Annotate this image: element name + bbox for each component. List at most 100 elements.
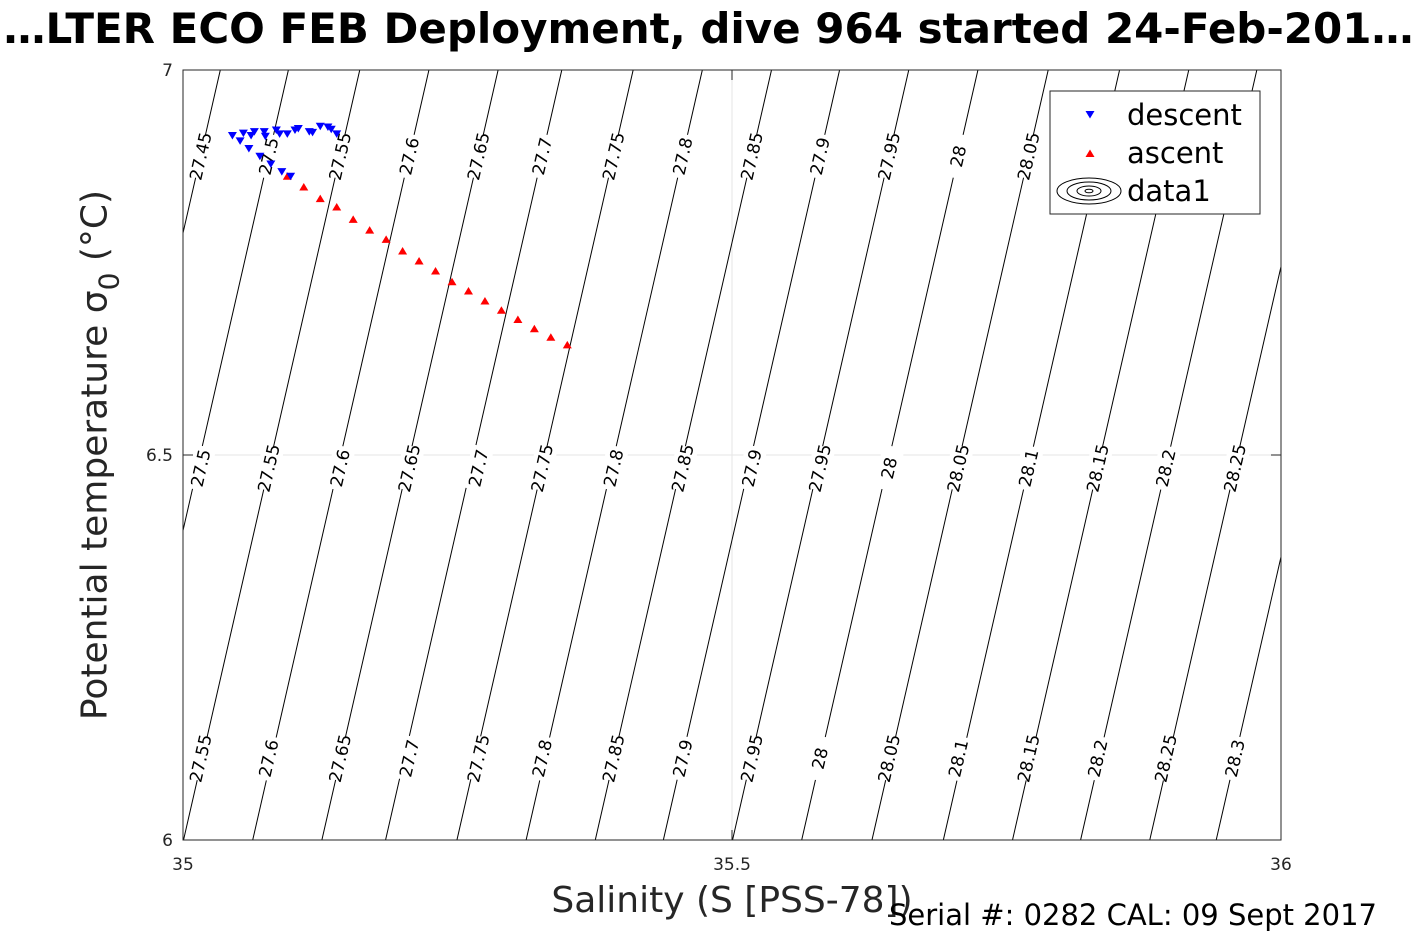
ascent-point — [332, 203, 342, 211]
descent-point — [227, 131, 237, 140]
isopycnal-label: 27.45 — [186, 131, 216, 183]
descent-point — [282, 130, 292, 138]
isopycnal-label-bg — [804, 444, 836, 492]
chart-title: …LTER ECO FEB Deployment, dive 964 start… — [3, 4, 1414, 53]
isopycnal-label: 27.65 — [326, 733, 356, 785]
isopycnal-label-bg — [942, 734, 974, 783]
isopycnal-label: 27.8 — [670, 136, 698, 177]
isopycnal-label-bg — [736, 132, 768, 181]
isopycnal-label: 28 — [878, 456, 902, 482]
legend-box — [1049, 90, 1261, 215]
descent-point — [238, 129, 248, 138]
isopycnal-label-bg — [184, 132, 217, 181]
isopycnal-label: 27.8 — [529, 738, 557, 779]
isopycnal-label: 27.95 — [806, 442, 836, 494]
isopycnal-label-bg — [393, 132, 425, 181]
descent-point — [332, 130, 342, 138]
isopycnal-label: 27.9 — [807, 136, 835, 177]
ascent-point — [447, 277, 457, 286]
isopycnal-label: 28.05 — [875, 733, 905, 785]
legend-ascent-label: ascent — [1127, 136, 1223, 170]
isopycnal-label-bg — [1082, 444, 1114, 492]
isopycnal-label: 27.85 — [599, 733, 629, 785]
legend-data1-contour-icon — [1056, 177, 1122, 205]
isopycnal-label: 28.2 — [1085, 738, 1113, 779]
isopycnal-label-bg — [666, 734, 699, 783]
serial-cal-footer: Serial #: 0282 CAL: 09 Sept 2017 — [889, 898, 1377, 932]
legend-ascent-marker — [1085, 149, 1095, 157]
ascent-point — [496, 306, 506, 314]
isopycnal-label-bg — [597, 132, 630, 181]
isopycnal-label: 27.75 — [599, 131, 629, 183]
isopycnal-label-bg — [597, 444, 630, 492]
isopycnal-label: 27.7 — [529, 136, 557, 177]
isopycnal-label-bg — [184, 734, 217, 783]
isopycnal-label-bg — [526, 444, 558, 492]
isopycnal-label-bg — [597, 734, 630, 783]
isopycnal-label: 27.85 — [668, 442, 698, 494]
isopycnal-label: 27.7 — [465, 448, 493, 489]
ascent-point — [546, 333, 556, 341]
descent-point — [244, 145, 254, 153]
isopycnal-label-bg — [1082, 734, 1114, 783]
isopycnal-label: 27.55 — [326, 131, 356, 183]
isopycnal-label: 28 — [947, 144, 971, 170]
isopycnal-label: 28.1 — [1015, 448, 1043, 489]
x-tick-label: 35 — [172, 855, 194, 875]
isopycnal-label: 28.05 — [1014, 131, 1044, 183]
ascent-point — [398, 246, 408, 255]
isopycnal-label-bg — [324, 132, 356, 181]
isopycnal-label: 27.55 — [254, 442, 284, 494]
isopycnal-label: 28 — [809, 746, 833, 772]
isopycnal-label-bg — [1150, 734, 1182, 783]
isopycnal-label: 28.3 — [1222, 738, 1250, 779]
isopycnal-label-bg — [942, 132, 974, 181]
isopycnal-label-bg — [873, 734, 905, 783]
ascent-point — [365, 226, 375, 234]
isopycnal-label: 28.05 — [944, 442, 974, 494]
descent-point — [277, 168, 287, 176]
isopycnal-label-bg — [462, 132, 494, 181]
legend-data1-label: data1 — [1127, 174, 1211, 208]
isopycnal-label: 28.2 — [1153, 448, 1181, 489]
y-tick-label: 7 — [162, 61, 173, 81]
isopycnal-label: 27.95 — [875, 131, 905, 183]
y-tick-label: 6 — [162, 831, 173, 851]
isopycnal-label: 27.65 — [395, 442, 425, 494]
ascent-point — [299, 183, 309, 191]
isopycnal-label-bg — [393, 444, 425, 492]
isopycnal-label: 28.1 — [945, 738, 973, 779]
isopycnal-label-bg — [324, 734, 356, 783]
isopycnal-label-bg — [666, 132, 699, 181]
isopycnal-label-bg — [1012, 444, 1045, 492]
isopycnal-label: 27.75 — [464, 733, 494, 785]
isopycnal-label-bg — [253, 734, 285, 783]
descent-point — [271, 126, 281, 135]
isopycnal-label: 27.9 — [670, 738, 698, 779]
isopycnal-label: 27.95 — [738, 733, 768, 785]
ascent-point — [414, 256, 424, 265]
isopycnal-label: 27.85 — [738, 131, 768, 183]
x-axis-label: Salinity (S [PSS-78]) — [551, 880, 913, 921]
isopycnal-label-bg — [736, 734, 768, 783]
descent-point — [286, 172, 296, 181]
isopycnal-label: 28.25 — [1221, 442, 1251, 494]
y-tick-label: 6.5 — [146, 446, 173, 466]
descent-point — [323, 123, 333, 131]
isopycnal-label-bg — [184, 444, 217, 492]
isopycnal-label: 27.9 — [739, 448, 767, 489]
ascent-point — [348, 215, 358, 223]
ascent-point — [529, 324, 539, 333]
series-ascent — [282, 172, 572, 349]
descent-point — [308, 128, 318, 137]
isopycnal-label-bg — [393, 734, 425, 783]
isopycnal-label: 27.6 — [256, 738, 284, 779]
x-tick-label: 35.5 — [713, 855, 751, 875]
isopycnal-label-bg — [1219, 444, 1251, 492]
isopycnal-line — [1215, 556, 1282, 841]
isopycnal-label-bg — [873, 132, 905, 181]
isopycnal-label-bg — [526, 132, 558, 181]
descent-point — [246, 131, 256, 140]
isopycnal-label-bg — [804, 734, 836, 783]
descent-point — [255, 152, 265, 161]
